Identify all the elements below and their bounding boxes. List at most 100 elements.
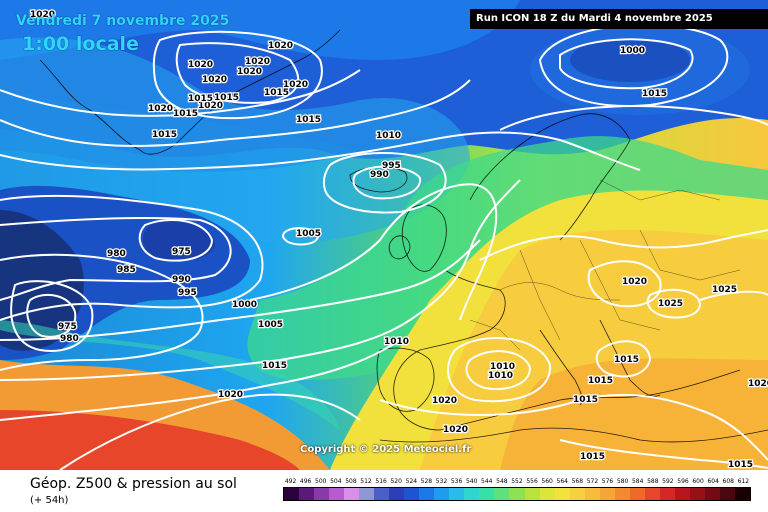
border-6 (469, 319, 521, 351)
isobar-label: 1020 (443, 425, 468, 435)
coast-balkans (599, 319, 661, 397)
legend-swatch (554, 488, 570, 500)
isobar-1020-east (587, 260, 662, 308)
isobar-label: 975 (58, 322, 77, 332)
isobar-1010-ne (499, 105, 768, 131)
isobar-1015-greenland (152, 30, 323, 120)
legend-labels: 492 496 500 504 508 512 516 520 524 528 532 536 540 5… (283, 478, 751, 485)
legend-swatch (689, 488, 705, 500)
isobar-1015-east (479, 229, 768, 261)
isobar-1010-med-1 (465, 350, 532, 390)
legend-swatch (674, 488, 690, 500)
legend-value: 572 (586, 478, 599, 485)
isobar-label: 985 (117, 265, 136, 275)
legend-swatch (464, 488, 480, 500)
coast-greenland (39, 29, 341, 155)
legend-swatch (659, 488, 675, 500)
isobar-1000-wide (249, 183, 498, 321)
coast-north-africa (379, 427, 768, 443)
z500-color-legend: 492 496 500 504 508 512 516 520 524 528 532 536 540 5… (283, 478, 751, 501)
legend-value: 524 (405, 478, 418, 485)
isobar-label: 1020 (202, 75, 227, 85)
isobar-label: 1020 (622, 277, 647, 287)
isobar-990-loop (0, 216, 232, 301)
legend-swatch (284, 488, 300, 500)
legend-value: 592 (662, 478, 674, 485)
legend-value: 600 (692, 478, 704, 485)
isobar-label: 995 (178, 288, 197, 298)
isobar-label: 1005 (296, 229, 321, 239)
legend-value: 512 (360, 478, 372, 485)
legend-value: 556 (526, 478, 538, 485)
isobar-1020-greenland (175, 42, 300, 104)
isobar-arc-2 (0, 79, 471, 147)
legend-swatch (614, 488, 630, 500)
isobar-label: 1000 (620, 46, 645, 56)
isobar-label: 1020 (188, 60, 213, 70)
forecast-lead-time: (+ 54h) (30, 495, 69, 506)
legend-swatch (329, 488, 345, 500)
legend-swatch (584, 488, 600, 500)
isobar-1010 (0, 179, 521, 381)
isobar-label: 1020 (432, 396, 457, 406)
legend-swatch (569, 488, 585, 500)
isobars (0, 23, 768, 470)
isobar-label: 1015 (188, 94, 213, 104)
legend-swatch (509, 488, 525, 500)
isobar-label: 1020 (268, 41, 293, 51)
isobar-990-small (352, 165, 422, 200)
legend-value: 576 (601, 478, 614, 485)
isobar-label: 1015 (588, 376, 613, 386)
legend-swatch (644, 488, 660, 500)
isobar-label: 1015 (580, 452, 605, 462)
isobar-label: 980 (107, 249, 126, 259)
isobar-arc-1 (0, 69, 361, 117)
legend-swatch (299, 488, 315, 500)
legend-swatch (404, 488, 420, 500)
isobar-label: 1015 (728, 460, 753, 470)
copyright-text: Copyright © 2025 Meteociel.fr (300, 444, 472, 455)
legend-swatch (344, 488, 360, 500)
isobar-label: 975 (172, 247, 191, 257)
isobar-label: 1015 (173, 109, 198, 119)
isobar-1015 (0, 339, 401, 421)
legend-value: 520 (390, 478, 402, 485)
isobar-label: 1020 (237, 67, 262, 77)
isobar-label: 1020 (30, 10, 55, 20)
isobar-980-left (10, 280, 94, 352)
isobar-label: 1010 (376, 131, 401, 141)
isobar-1025-ring (646, 288, 702, 319)
isobar-label: 1025 (712, 285, 737, 295)
atlantic-low-center (143, 221, 215, 262)
isobar-label: 1015 (262, 361, 287, 371)
legend-value: 588 (647, 478, 659, 485)
isobar-label: 1015 (264, 88, 289, 98)
legend-value: 496 (299, 478, 312, 485)
isobar-1015-balkans (595, 340, 652, 378)
ne-cold-core (570, 38, 690, 82)
isobar-975-left (26, 293, 77, 338)
legend-swatch (524, 488, 540, 500)
isobar-label: 990 (172, 275, 191, 285)
isobar-labels: 1020 1020 1020 1020 1020 1020 1020 1020 … (29, 9, 768, 470)
isobar-1000-left (0, 194, 264, 321)
legend-color-bar (283, 487, 751, 501)
z500-zone-north-deep (0, 0, 520, 60)
legend-swatch (494, 488, 510, 500)
isobar-1015-se (559, 439, 768, 469)
legend-swatch (434, 488, 450, 500)
legend-value: 580 (616, 478, 629, 485)
coast-ireland (388, 235, 411, 260)
legend-value: 564 (556, 478, 568, 485)
forecast-date: Vendredi 7 novembre 2025 (16, 13, 230, 29)
isobar-label: 1010 (384, 337, 409, 347)
isobar-980-loop (138, 219, 214, 262)
isobar-label: 1015 (296, 115, 321, 125)
legend-value: 528 (420, 478, 433, 485)
legend-swatch (704, 488, 720, 500)
weather-map: 1020 1020 1020 1020 1020 1020 1020 1020 … (0, 0, 768, 470)
legend-swatch (449, 488, 465, 500)
isobar-outer-low (0, 253, 204, 371)
legend-value: 544 (481, 478, 493, 485)
